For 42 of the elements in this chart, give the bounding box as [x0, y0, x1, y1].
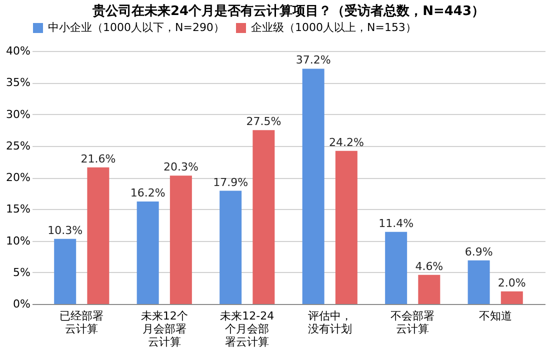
bar — [170, 176, 192, 304]
x-tick-label: 已经部署云计算 — [60, 310, 104, 336]
x-tick-label: 不会部署云计算 — [390, 310, 435, 336]
bar — [418, 274, 440, 304]
bar — [87, 167, 110, 304]
data-label: 4.6% — [415, 260, 444, 273]
bar — [54, 238, 76, 304]
data-label: 16.2% — [130, 186, 166, 200]
data-label: 37.2% — [296, 54, 331, 67]
legend-label: 中小企业（1000人以下，N=290） — [48, 21, 224, 34]
bar — [385, 232, 408, 304]
data-label: 6.9% — [464, 245, 493, 258]
y-tick-label: 20% — [6, 171, 30, 184]
bar — [252, 130, 275, 304]
chart-title: 贵公司在未来24个月是否有云计算项目？（受访者总数，N=443） — [92, 3, 484, 19]
data-label: 17.9% — [213, 176, 248, 189]
y-tick-label: 35% — [6, 76, 30, 90]
data-label: 27.5% — [246, 115, 282, 128]
bar — [468, 260, 490, 304]
y-tick-label: 0% — [13, 298, 30, 310]
data-label: 2.0% — [498, 276, 526, 290]
x-tick-label: 评估中，没有计划 — [308, 310, 352, 336]
data-label: 21.6% — [80, 152, 116, 166]
x-tick-label: 未来12个月会部署云计算 — [140, 310, 188, 348]
legend-label: 企业级（1000人以上，N=153） — [251, 21, 416, 34]
y-tick-label: 10% — [6, 234, 30, 248]
y-tick-label: 25% — [6, 139, 30, 152]
bar — [302, 68, 324, 304]
data-label: 20.3% — [163, 160, 198, 174]
y-tick-label: 30% — [6, 108, 30, 121]
bar — [220, 190, 242, 304]
bar — [136, 202, 159, 304]
y-tick-label: 15% — [6, 202, 30, 216]
bar — [500, 291, 523, 304]
bar — [335, 150, 358, 304]
x-tick-label: 不知道 — [478, 310, 512, 322]
data-label: 11.4% — [378, 216, 414, 230]
data-label: 24.2% — [328, 136, 364, 149]
y-tick-label: 5% — [13, 266, 30, 279]
data-label: 10.3% — [48, 224, 83, 237]
y-tick-label: 40% — [6, 44, 30, 58]
x-tick-label: 未来12-24个月会部署云计算 — [220, 310, 274, 348]
